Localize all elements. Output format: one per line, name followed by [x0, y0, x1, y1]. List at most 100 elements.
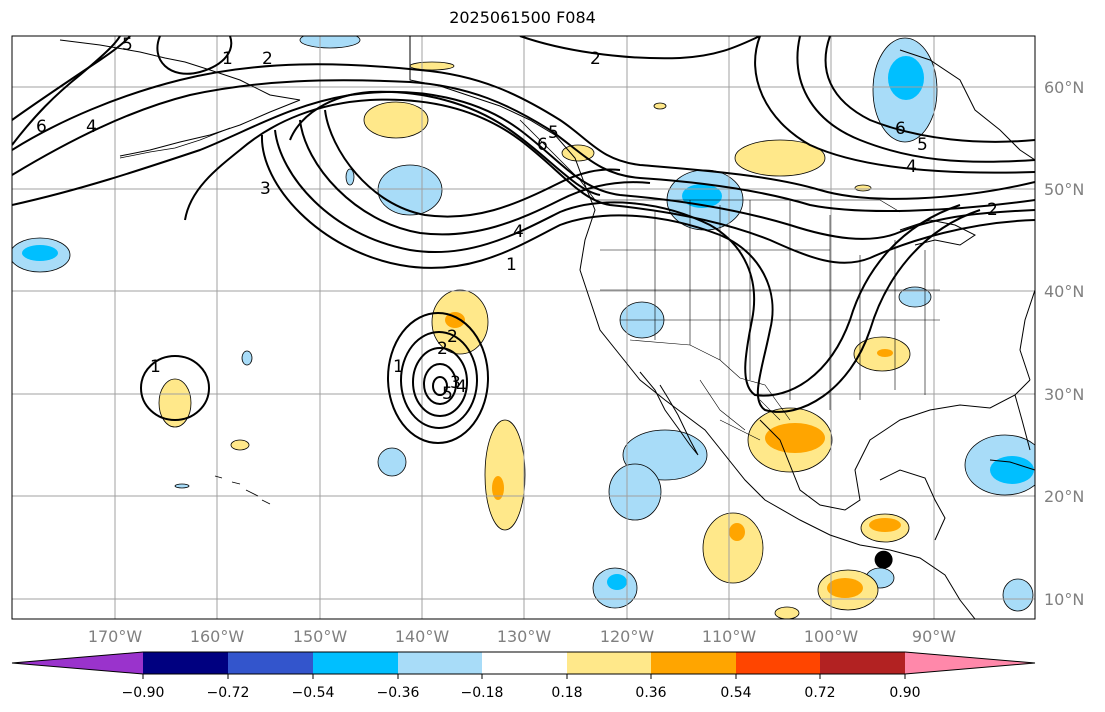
- contour-label: 2: [262, 49, 273, 69]
- alaska-panhandle: [519, 119, 596, 201]
- lat-tick-label: 30°N: [1044, 385, 1084, 404]
- colorbar: −0.90 −0.72 −0.54 −0.36 −0.18 0.18 0.36 …: [11, 651, 1036, 701]
- contour-line: [324, 109, 621, 218]
- contour-label: 4: [906, 157, 917, 177]
- negative-anomaly-patch: [682, 184, 722, 208]
- contour-label: 2: [590, 49, 601, 69]
- negative-anomaly-patch: [299, 36, 361, 49]
- contour-line: [289, 90, 601, 196]
- lon-tick-label: 160°W: [190, 627, 245, 646]
- contour-label: 4: [456, 377, 467, 397]
- colorbar-tick-label: 0.36: [635, 685, 666, 701]
- colorbar-labels: −0.90 −0.72 −0.54 −0.36 −0.18 0.18 0.36 …: [122, 685, 921, 701]
- contour-line: [387, 312, 489, 444]
- hawaii-islands: [214, 475, 271, 505]
- contour-line: [299, 119, 651, 236]
- contour-line: [400, 331, 478, 429]
- colorbar-tick-label: 0.72: [804, 685, 835, 701]
- chart-title: 2025061500 F084: [449, 8, 596, 27]
- florida-coastline: [1014, 394, 1031, 451]
- contour-line: [12, 79, 1035, 212]
- colorbar-tick-label: −0.72: [207, 685, 250, 701]
- positive-anomaly-patch: [869, 518, 901, 532]
- contour-label: 5: [917, 135, 928, 155]
- colorbar-tick-label: −0.90: [122, 685, 165, 701]
- shading-positive: [158, 61, 911, 619]
- positive-anomaly-patch: [877, 349, 893, 357]
- contour-line: [796, 36, 1035, 163]
- lon-tick-label: 140°W: [395, 627, 450, 646]
- contour-label: 6: [36, 117, 47, 137]
- contour-label: 5: [548, 123, 559, 143]
- map-area: 1 2 4 5 6 5 6 4 2 3 2 2 1 4 5 6 1 2 3 4 …: [12, 35, 1035, 619]
- positive-anomaly-patch: [653, 102, 667, 110]
- coastlines: [59, 36, 1035, 619]
- negative-anomaly-patch: [608, 463, 662, 521]
- location-marker: [874, 550, 893, 569]
- lat-axis: 60°N 50°N 40°N 30°N 20°N 10°N: [1044, 78, 1084, 609]
- negative-anomaly-patch: [22, 245, 58, 261]
- negative-anomaly-patch: [990, 456, 1034, 484]
- contour-line: [274, 129, 961, 397]
- state-lines: [600, 200, 940, 410]
- contour-label: 2: [437, 339, 448, 359]
- shading-negative: [12, 36, 1035, 612]
- negative-anomaly-patch: [898, 286, 932, 308]
- positive-anomaly-patch: [765, 423, 825, 453]
- cuba-coastline: [989, 459, 1035, 471]
- north-america-coastline: [409, 36, 976, 619]
- negative-anomaly-patch: [1002, 578, 1034, 612]
- lon-tick-label: 150°W: [293, 627, 348, 646]
- contour-line: [824, 36, 1035, 143]
- contour-label: 1: [150, 357, 161, 377]
- contour-label: 2: [447, 327, 458, 347]
- contour-labels: 1 2 4 5 6 5 6 4 2 3 2 2 1 4 5 6 1 2 3 4 …: [36, 35, 998, 404]
- colorbar-tick-label: 0.54: [720, 685, 751, 701]
- great-lakes-outline: [899, 219, 976, 246]
- contour-label: 4: [513, 222, 524, 242]
- colorbar-tick-label: −0.18: [461, 685, 504, 701]
- positive-anomaly-patch: [230, 439, 250, 451]
- aleutian-islands: [119, 127, 231, 159]
- colorbar-tick-label: 0.18: [551, 685, 582, 701]
- negative-anomaly-patch: [345, 168, 355, 186]
- positive-anomaly-patch: [774, 606, 800, 619]
- contour-line: [519, 36, 761, 60]
- arctic-coastline: [59, 39, 301, 101]
- lat-tick-label: 40°N: [1044, 282, 1084, 301]
- hudson-bay-coastline: [899, 49, 1035, 161]
- positive-anomaly-patch: [827, 578, 863, 598]
- mexico-states: [699, 379, 781, 441]
- positive-anomaly-patch: [363, 101, 429, 139]
- contour-line: [184, 98, 1035, 264]
- positive-anomaly-patch: [445, 312, 465, 328]
- negative-anomaly-patch: [607, 574, 627, 590]
- contour-label: 2: [987, 200, 998, 220]
- contour-label: 1: [222, 49, 233, 69]
- lon-tick-label: 170°W: [88, 627, 143, 646]
- colorbar-segment: [905, 652, 1035, 674]
- contour-line: [412, 347, 468, 417]
- contours: [12, 36, 1035, 444]
- east-coast-coastline: [1019, 289, 1035, 381]
- colorbar-segment: [482, 652, 567, 674]
- colorbar-tick-label: −0.54: [292, 685, 335, 701]
- contour-line: [432, 376, 448, 396]
- colorbar-segment: [567, 652, 651, 674]
- contour-label: 1: [506, 255, 517, 275]
- alaska-peninsula-coastline: [119, 99, 301, 157]
- us-mexico-border: [629, 339, 791, 421]
- colorbar-tick-label: −0.36: [377, 685, 420, 701]
- lon-tick-label: 120°W: [600, 627, 655, 646]
- lon-tick-label: 100°W: [804, 627, 859, 646]
- contour-label: 5: [122, 35, 133, 55]
- contour-label: 3: [450, 373, 461, 393]
- colorbar-segment: [228, 652, 313, 674]
- contour-line: [423, 363, 457, 405]
- lon-tick-label: 90°W: [912, 627, 956, 646]
- negative-anomaly-patch: [174, 483, 190, 489]
- lon-axis: 170°W 160°W 150°W 140°W 130°W 120°W 110°…: [88, 627, 956, 646]
- contour-label: 6: [895, 119, 906, 139]
- positive-anomaly-patch: [484, 419, 526, 531]
- colorbar-segment: [820, 652, 905, 674]
